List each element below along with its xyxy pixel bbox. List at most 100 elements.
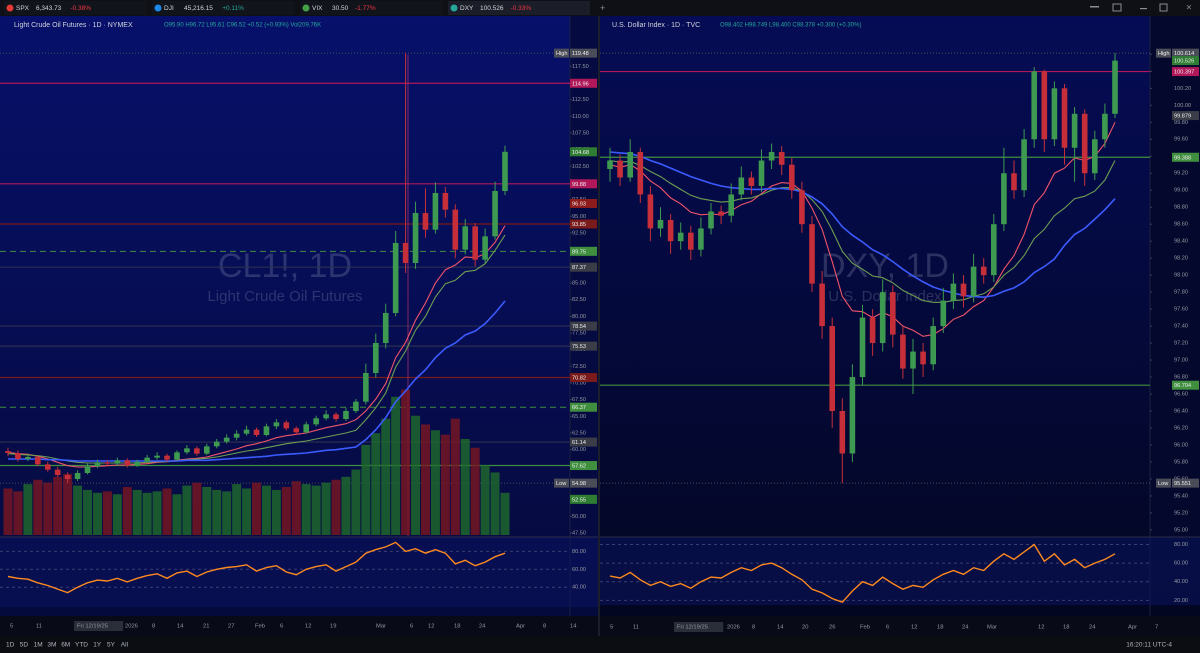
tab[interactable] (152, 1, 294, 15)
price-marker (570, 461, 597, 471)
range-button[interactable]: 6M (61, 642, 70, 649)
y-tick-label: 96.40 (1174, 408, 1188, 414)
price-marker (1172, 56, 1199, 66)
range-button[interactable]: 5D (20, 642, 29, 649)
price-marker-label: 75.53 (572, 344, 586, 350)
volume-bar (3, 488, 13, 535)
candle-body (144, 457, 150, 462)
candle-body (748, 177, 755, 186)
y-tick-label: 97.40 (1174, 324, 1188, 330)
y-tick-label: 95.20 (1174, 510, 1188, 516)
y-tick-label: 97.80 (1174, 290, 1188, 296)
candle-body (900, 334, 906, 369)
price-marker (1172, 380, 1199, 390)
volume-bar (23, 484, 33, 535)
price-marker (570, 321, 597, 331)
price-marker-label: 100.526 (1174, 59, 1194, 65)
y-tick-label: 96.60 (1174, 392, 1188, 398)
candle-body (392, 243, 399, 313)
price-marker (570, 402, 597, 412)
price-marker (570, 78, 597, 88)
volume-bar (420, 424, 430, 535)
marker-tag (1156, 478, 1171, 488)
candle-body (930, 326, 936, 365)
tab[interactable] (448, 1, 590, 15)
time-label: 26 (829, 625, 835, 631)
y-tick-label: 47.50 (572, 530, 586, 536)
candle-body (154, 455, 160, 458)
price-marker (570, 478, 597, 488)
candle-body (1112, 60, 1118, 114)
candle-body (402, 243, 409, 263)
volume-bar (371, 433, 381, 535)
pane-title: Light Crude Oil Futures · 1D · NYMEX (14, 22, 133, 29)
y-tick-label: 67.50 (572, 397, 586, 403)
candle-body (492, 191, 498, 237)
volume-bar (63, 473, 73, 535)
time-label: 21 (203, 624, 209, 630)
volume-bar (252, 482, 261, 535)
candle-body (25, 457, 31, 459)
tab-price: 30.50 (332, 5, 349, 12)
price-marker (570, 373, 597, 383)
volume-bar (281, 487, 291, 535)
volume-bar (182, 485, 192, 535)
candle-body (708, 211, 714, 229)
range-button[interactable]: All (121, 642, 129, 649)
price-marker (570, 147, 597, 157)
tab-icon (6, 4, 14, 12)
y-tick-label: 99.00 (1174, 188, 1188, 194)
candle-body (74, 473, 81, 479)
candle-body (353, 401, 359, 411)
range-button[interactable]: YTD (75, 642, 88, 649)
time-label: 12 (911, 625, 917, 631)
range-button[interactable]: 1M (34, 642, 43, 649)
candle-body (223, 437, 230, 442)
range-button[interactable]: 5Y (107, 642, 116, 649)
rsi-pane (0, 537, 598, 607)
y-tick-label: 98.80 (1174, 205, 1188, 211)
time-label: 14 (570, 624, 577, 630)
volume-bar (152, 491, 162, 535)
tab[interactable] (300, 1, 442, 15)
y-tick-label: 97.00 (1174, 358, 1188, 364)
candle-body (233, 433, 240, 438)
y-tick-label: 100.00 (1174, 103, 1191, 109)
candle-body (667, 219, 674, 242)
tab-price: 100.526 (480, 5, 504, 12)
y-tick-label: 72.50 (572, 364, 586, 370)
time-label: 7 (1155, 625, 1158, 631)
candle-body (879, 292, 886, 344)
time-label: 11 (36, 624, 42, 630)
price-marker (1172, 67, 1199, 77)
pane-title: U.S. Dollar Index · 1D · TVC (612, 22, 700, 29)
time-label: Mar (376, 624, 386, 630)
new-tab[interactable]: + (600, 3, 605, 13)
icon (1159, 3, 1168, 12)
rsi-tick-label: 40.00 (572, 585, 586, 591)
volume-bar (460, 439, 470, 535)
candle-body (253, 429, 260, 435)
price-marker (570, 437, 597, 447)
candle-body (738, 177, 745, 195)
range-button[interactable]: 1Y (93, 642, 102, 649)
range-button[interactable]: 1D (6, 642, 15, 649)
candle-body (839, 411, 846, 454)
ema-line (8, 300, 506, 462)
candle-body (960, 283, 967, 297)
time-label: 6 (280, 624, 283, 630)
time-label: 18 (1063, 625, 1069, 631)
candle-body (1021, 139, 1027, 191)
tab-change: -1.77% (355, 5, 376, 12)
range-button[interactable]: 3M (47, 642, 56, 649)
volume-bar (341, 476, 351, 535)
y-tick-label: 85.00 (572, 280, 586, 286)
marker-tag-label: Low (1158, 481, 1169, 487)
tab[interactable] (4, 1, 146, 15)
candle-body (273, 422, 280, 427)
volume-bar (401, 389, 411, 535)
candle-body (462, 226, 469, 250)
time-label: 12 (305, 624, 311, 630)
tab-change: -0.33% (511, 5, 532, 12)
volume-bar (222, 491, 232, 535)
